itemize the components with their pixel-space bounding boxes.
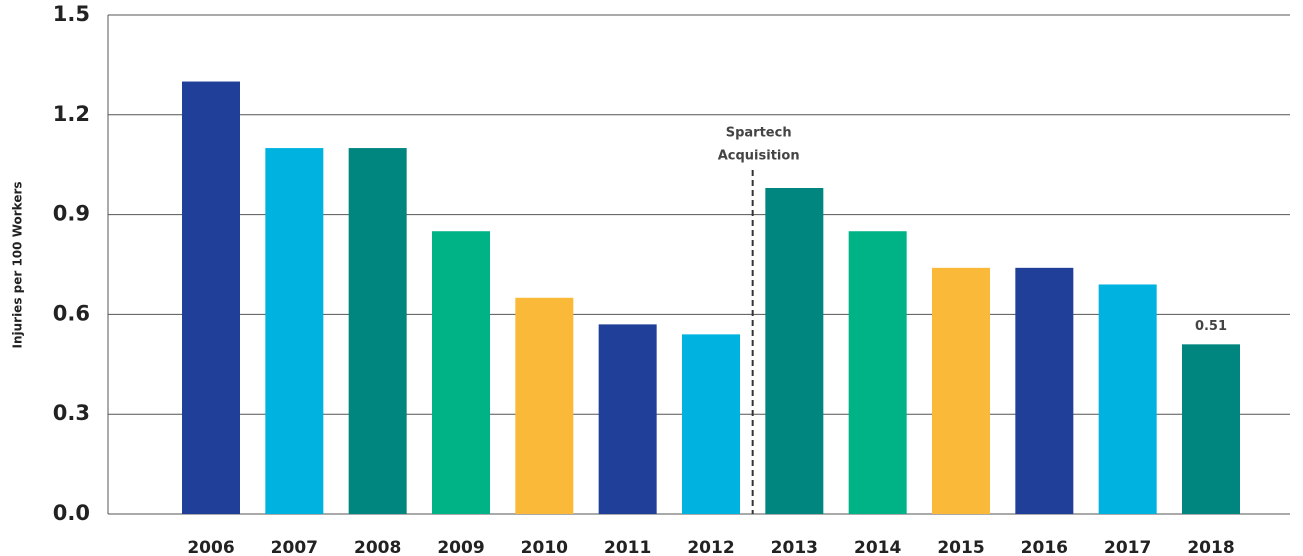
annotation: Acquisition [718, 149, 800, 164]
x-tick-label: 2013 [771, 538, 818, 556]
y-tick-label: 0.0 [53, 501, 90, 525]
value-label: 0.51 [1195, 319, 1227, 334]
bar [848, 231, 907, 514]
x-tick-label: 2007 [271, 538, 318, 556]
y-axis-label: Injuries per 100 Workers [11, 181, 25, 348]
y-tick-label: 1.2 [53, 102, 90, 126]
x-tick-label: 2015 [937, 538, 984, 556]
annotation: Spartech [726, 126, 792, 141]
x-tick-label: 2014 [854, 538, 901, 556]
bar [1182, 344, 1240, 514]
x-tick-label: 2008 [354, 538, 401, 556]
x-tick-label: 2018 [1187, 538, 1234, 556]
x-tick-label: 2016 [1021, 538, 1068, 556]
y-tick-label: 0.9 [53, 202, 90, 226]
x-tick-label: 2012 [687, 538, 734, 556]
bar [932, 267, 990, 514]
bar [1098, 284, 1157, 514]
x-tick-label: 2009 [437, 538, 484, 556]
bar [765, 187, 824, 514]
bar [265, 148, 324, 515]
x-tick-label: 2011 [604, 538, 651, 556]
y-tick-label: 0.3 [53, 401, 90, 425]
y-tick-label: 1.5 [53, 2, 90, 26]
bar [682, 334, 740, 514]
x-tick-label: 2006 [187, 538, 234, 556]
bar [515, 297, 574, 514]
bar [432, 231, 490, 514]
bar [348, 148, 407, 515]
bar [598, 324, 657, 514]
bar [1015, 267, 1074, 514]
y-tick-label: 0.6 [53, 301, 90, 325]
bar [182, 81, 240, 515]
x-tick-label: 2017 [1104, 538, 1151, 556]
x-tick-label: 2010 [521, 538, 568, 556]
